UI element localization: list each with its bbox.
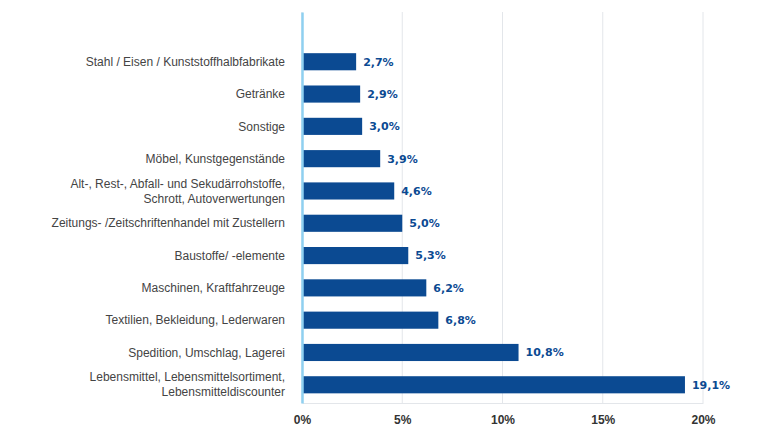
category-label: Möbel, Kunstgegenstände (146, 152, 286, 166)
data-label: 5,3% (415, 249, 446, 262)
y-tick: Möbel, Kunstgegenstände (146, 152, 286, 166)
category-label-line: Baustoffe/ -elemente (174, 249, 285, 263)
x-tick-label: 5% (394, 413, 412, 427)
grid-line (602, 12, 603, 403)
category-label: Maschinen, Kraftfahrzeuge (142, 281, 286, 295)
category-label: Alt-, Rest-, Abfall- und Sekudärrohstoff… (70, 177, 285, 206)
y-tick: Maschinen, Kraftfahrzeuge (142, 281, 286, 295)
bar (302, 53, 356, 70)
data-label: 2,7% (363, 56, 394, 69)
category-label: Zeitungs- /Zeitschriftenhandel mit Zuste… (52, 216, 285, 230)
y-tick: Stahl / Eisen / Kunststoffhalbfabrikate (86, 55, 286, 69)
data-label: 4,6% (401, 185, 432, 198)
data-labels: 2,7% 2,9% 3,0% 3,9% 4,6% 5,0% 5,3% 6,2% 6,8% 10,8… (363, 56, 730, 392)
data-label: 6,2% (433, 282, 464, 295)
data-label: 19,1% (692, 379, 730, 392)
bar (302, 118, 362, 135)
x-tick-label: 15% (591, 413, 615, 427)
x-tick-label: 10% (491, 413, 515, 427)
category-label-line: Sonstige (238, 120, 285, 134)
bar (302, 279, 426, 296)
chart: 0% 5% 10% 15% 20% Stahl / Eisen / Kunststoffh… (0, 0, 768, 433)
x-tick: 20% (691, 403, 715, 427)
bar (302, 182, 394, 199)
category-label-line: Zeitungs- /Zeitschriftenhandel mit Zuste… (52, 216, 285, 230)
bar (302, 344, 519, 361)
category-label-line: Textilien, Bekleidung, Lederwaren (106, 313, 285, 327)
y-tick: Zeitungs- /Zeitschriftenhandel mit Zuste… (52, 216, 285, 230)
bar (302, 376, 685, 393)
category-label-line: Alt-, Rest-, Abfall- und Sekudärrohstoff… (70, 177, 285, 191)
y-tick: Getränke (236, 87, 286, 101)
x-tick-label: 20% (691, 413, 715, 427)
category-label-line: Stahl / Eisen / Kunststoffhalbfabrikate (86, 55, 286, 69)
x-tick: 10% (491, 403, 515, 427)
y-axis-line (301, 13, 304, 404)
category-label-line: Maschinen, Kraftfahrzeuge (142, 281, 286, 295)
category-label: Spedition, Umschlag, Lagerei (128, 346, 285, 360)
category-label: Getränke (236, 87, 286, 101)
x-axis: 0% 5% 10% 15% 20% (294, 403, 716, 427)
grid (302, 12, 703, 403)
category-label-line: Spedition, Umschlag, Lagerei (128, 346, 285, 360)
category-label-line: Lebensmittel, Lebensmittelsortiment, (90, 370, 285, 384)
data-label: 5,0% (409, 217, 440, 230)
bar (302, 312, 438, 329)
category-label-line: Möbel, Kunstgegenstände (146, 152, 286, 166)
category-label: Baustoffe/ -elemente (174, 249, 285, 263)
y-tick: Alt-, Rest-, Abfall- und Sekudärrohstoff… (70, 177, 285, 206)
y-tick: Lebensmittel, Lebensmittelsortiment,Lebe… (90, 370, 285, 399)
data-label: 10,8% (526, 346, 564, 359)
y-axis: Stahl / Eisen / Kunststoffhalbfabrikate G… (52, 13, 303, 404)
bar (302, 150, 380, 167)
category-label: Textilien, Bekleidung, Lederwaren (106, 313, 285, 327)
grid-line (703, 12, 704, 403)
y-tick: Sonstige (238, 120, 285, 134)
y-tick: Spedition, Umschlag, Lagerei (128, 346, 285, 360)
bar (302, 215, 402, 232)
x-tick: 0% (294, 403, 312, 427)
data-label: 6,8% (445, 314, 476, 327)
y-tick: Baustoffe/ -elemente (174, 249, 285, 263)
x-tick-label: 0% (294, 413, 312, 427)
bar (302, 85, 360, 102)
data-label: 3,0% (369, 120, 400, 133)
category-label-line: Lebensmitteldiscounter (162, 385, 285, 399)
x-axis-line (303, 403, 704, 404)
data-label: 2,9% (367, 88, 398, 101)
y-tick: Textilien, Bekleidung, Lederwaren (106, 313, 285, 327)
x-tick: 15% (591, 403, 615, 427)
category-label-line: Schrott, Autoverwertungen (144, 192, 285, 206)
category-label: Lebensmittel, Lebensmittelsortiment,Lebe… (90, 370, 285, 399)
category-label: Stahl / Eisen / Kunststoffhalbfabrikate (86, 55, 286, 69)
category-label-line: Getränke (236, 87, 286, 101)
data-label: 3,9% (387, 153, 418, 166)
grid-line (302, 12, 303, 403)
x-tick: 5% (394, 403, 412, 427)
bars (302, 53, 685, 393)
category-label: Sonstige (238, 120, 285, 134)
bar (302, 247, 408, 264)
